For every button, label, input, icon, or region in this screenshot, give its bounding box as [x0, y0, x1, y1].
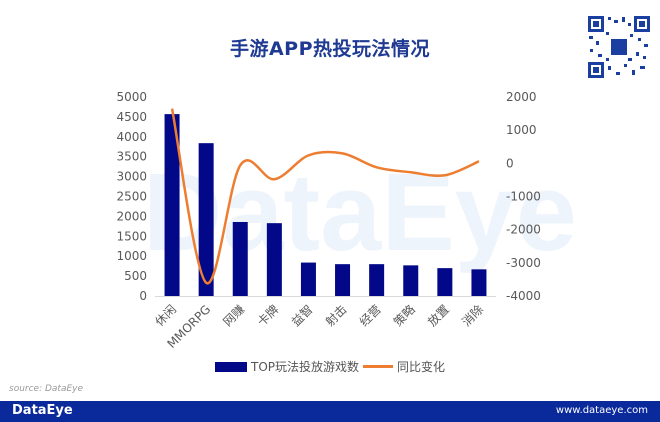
left-axis-tick: 3500	[116, 150, 147, 164]
source-note: source: DataEye	[9, 384, 84, 394]
bar	[335, 264, 351, 296]
category-label: 射击	[322, 302, 350, 330]
left-axis-tick: 3000	[116, 170, 147, 184]
watermark-text: DataEye	[143, 151, 577, 274]
bar	[403, 265, 419, 296]
left-axis-tick: 500	[124, 269, 147, 283]
legend-line-label: 同比变化	[397, 360, 446, 374]
chart-legend: TOP玩法投放游戏数 同比变化	[0, 358, 660, 375]
right-axis-tick: 1000	[506, 123, 537, 137]
bar	[198, 143, 214, 296]
footer-bar: DataEye www.dataeye.com	[0, 401, 660, 422]
legend-line-swatch	[363, 365, 393, 368]
left-axis-tick: 5000	[116, 90, 147, 104]
bar	[266, 223, 282, 296]
category-label: 消除	[458, 302, 486, 330]
bar	[164, 114, 180, 296]
legend-bar-swatch	[214, 361, 247, 372]
left-axis-tick: 2000	[116, 209, 147, 223]
bar	[300, 262, 316, 296]
right-axis-tick: -2000	[506, 223, 541, 237]
chart-title: 手游APP热投玩法情况	[229, 38, 431, 60]
category-label: 卡牌	[255, 302, 282, 329]
bar	[369, 264, 385, 296]
category-label: 休闲	[152, 302, 179, 329]
footer-url[interactable]: www.dataeye.com	[555, 405, 648, 416]
right-axis-tick: -1000	[506, 190, 541, 204]
category-label: 网赚	[220, 302, 248, 330]
right-axis-tick: -4000	[506, 289, 541, 303]
bar	[471, 269, 487, 296]
left-axis-tick: 2500	[116, 190, 147, 204]
right-axis-tick: 2000	[506, 90, 537, 104]
left-axis-tick: 1000	[116, 249, 147, 263]
right-axis-tick: -3000	[506, 256, 541, 270]
left-axis-tick: 4000	[116, 130, 147, 144]
bar	[232, 221, 248, 296]
left-axis-tick: 0	[139, 289, 147, 303]
left-axis-tick: 4500	[116, 110, 147, 124]
yoy-line	[170, 108, 480, 285]
category-label: 策略	[390, 302, 418, 330]
combo-chart: DataEye050010001500200025003000350040004…	[116, 90, 577, 351]
right-axis-tick: 0	[506, 156, 514, 170]
left-axis-tick: 1500	[116, 229, 147, 243]
dataeye-logo: DataEye	[12, 403, 73, 418]
category-label: 放置	[424, 302, 452, 330]
qr-code-icon	[586, 14, 652, 80]
bar	[437, 268, 453, 296]
legend-bar-label: TOP玩法投放游戏数	[250, 360, 359, 374]
category-label: 经营	[357, 302, 384, 329]
category-label: 益智	[288, 302, 316, 330]
